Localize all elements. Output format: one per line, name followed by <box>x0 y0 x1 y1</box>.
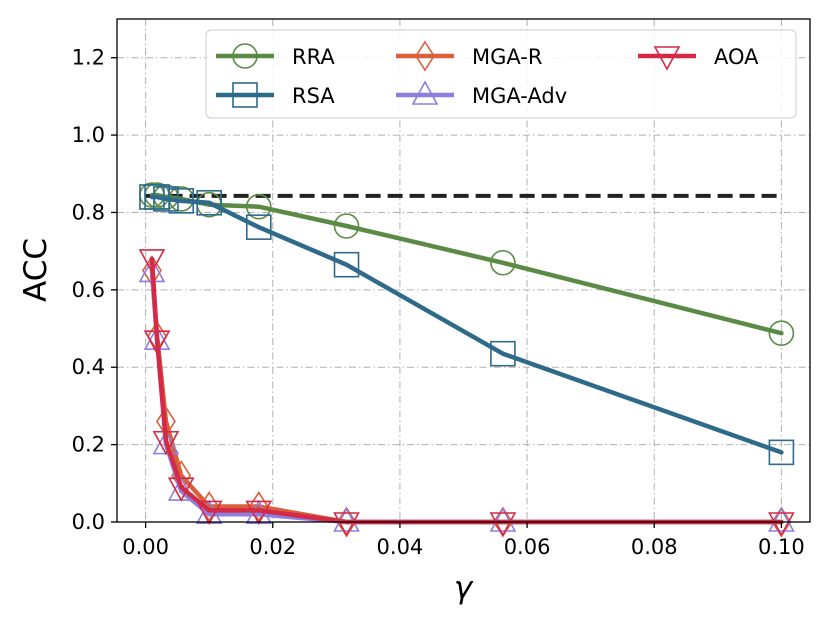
legend-label-mga-adv: MGA-Adv <box>472 84 567 108</box>
data-point-aoa <box>489 512 517 537</box>
series-rsa <box>139 184 795 466</box>
data-point-rsa <box>196 189 222 216</box>
x-axis-label: γ <box>454 570 474 606</box>
legend-marker-rsa <box>232 82 258 108</box>
legend-item-mga-r: MGA-R <box>396 40 542 72</box>
data-point-rsa <box>768 439 795 466</box>
data-point-rra <box>245 193 272 220</box>
legend-label-rra: RRA <box>292 45 335 69</box>
y-tick-label: 0.4 <box>72 355 105 379</box>
legend-label-mga-r: MGA-R <box>472 45 542 69</box>
y-tick-label: 0.0 <box>72 510 105 534</box>
legend-label-rsa: RSA <box>292 84 335 108</box>
y-axis-label: ACC <box>18 238 54 302</box>
legend-marker-aoa <box>653 46 681 71</box>
legend-item-aoa: AOA <box>638 45 759 71</box>
data-point-aoa <box>768 512 795 537</box>
x-tick-label: 0.08 <box>631 535 678 559</box>
data-point-aoa <box>167 477 195 502</box>
legend-marker-mga-adv <box>411 80 439 105</box>
data-point-rra <box>768 320 795 346</box>
data-point-aoa <box>143 330 171 355</box>
data-point-rra <box>490 249 516 276</box>
legend-item-rsa: RSA <box>216 82 335 108</box>
data-point-rsa <box>153 186 179 212</box>
legend-item-rra: RRA <box>216 43 335 69</box>
plot-frame <box>116 18 811 523</box>
data-point-rsa <box>245 214 272 240</box>
legend-box <box>205 29 797 119</box>
y-tick-label: 0.8 <box>72 200 105 224</box>
x-tick-label: 0.04 <box>377 535 424 559</box>
data-point-aoa <box>245 500 273 526</box>
legend-label-aoa: AOA <box>714 45 759 69</box>
x-tick-label: 0.10 <box>758 535 805 559</box>
y-tick-label: 0.2 <box>72 433 105 457</box>
data-point-aoa <box>195 500 223 526</box>
y-tick-label: 1.2 <box>72 46 105 70</box>
ticks: 0.00 0.02 0.04 0.06 0.08 0.10 0.0 0.2 0.4 0.6 0.8 1… <box>72 46 805 559</box>
x-tick-label: 0.00 <box>122 535 169 559</box>
x-tick-label: 0.02 <box>249 535 296 559</box>
y-tick-label: 1.0 <box>72 123 105 147</box>
series-line-rsa <box>149 194 784 455</box>
data-point-rsa <box>333 251 360 278</box>
data-point-aoa <box>333 512 360 537</box>
data-point-rsa <box>168 188 195 214</box>
legend: RRA RSA MGA-R MGA-Adv AOA <box>205 29 797 119</box>
y-tick-label: 0.6 <box>72 278 105 302</box>
legend-marker-rra <box>232 43 258 69</box>
legend-item-mga-adv: MGA-Adv <box>396 80 567 108</box>
data-point-rra <box>333 213 360 239</box>
data-point-aoa <box>152 430 180 456</box>
data-point-aoa <box>138 249 166 274</box>
x-tick-label: 0.06 <box>504 535 551 559</box>
legend-marker-mga-r <box>415 40 435 72</box>
data-point-rsa <box>490 340 516 367</box>
